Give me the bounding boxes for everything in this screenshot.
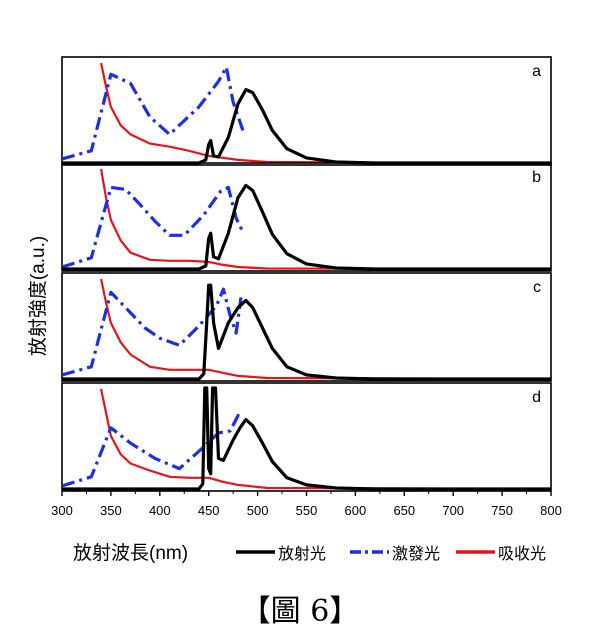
excitation-series-line xyxy=(62,187,242,267)
figure-caption: 【圖 6】 xyxy=(0,586,600,630)
x-tick-label: 550 xyxy=(296,503,318,518)
panel-c: c xyxy=(62,273,551,381)
x-tick-label: 400 xyxy=(149,503,171,518)
panel-label: d xyxy=(532,389,541,406)
x-tick-label: 800 xyxy=(540,503,562,518)
chart-svg: a b c d 300 350 400 450 500 550 600 650 700 750 800 放… xyxy=(0,0,600,640)
x-axis-label: 放射波長(nm) xyxy=(73,542,188,564)
absorption-series-line xyxy=(101,63,551,163)
panels-layer: a b c d xyxy=(62,57,551,491)
x-tick-label: 700 xyxy=(442,503,464,518)
x-axis: 300 350 400 450 500 550 600 650 700 750 800 xyxy=(51,491,562,518)
chart-figure: a b c d 300 350 400 450 500 550 600 650 700 750 800 放… xyxy=(0,0,600,640)
y-axis-label: 放射強度(a.u.) xyxy=(27,236,49,356)
panel-d: d xyxy=(62,383,551,491)
excitation-series-line xyxy=(62,416,242,486)
emission-series-line xyxy=(62,388,551,489)
emission-series-line xyxy=(62,285,551,379)
panel-label: c xyxy=(533,279,541,296)
emission-series-line xyxy=(62,90,551,163)
x-tick-label: 350 xyxy=(100,503,122,518)
x-tick-label: 650 xyxy=(393,503,415,518)
panel-frame xyxy=(62,273,551,381)
panel-label: a xyxy=(532,63,541,80)
panel-label: b xyxy=(532,169,541,186)
x-tick-label: 300 xyxy=(51,503,73,518)
absorption-series-line xyxy=(101,389,551,489)
absorption-series-line xyxy=(101,169,551,269)
legend: 放射波長(nm) 放射光 激發光 吸收光 xyxy=(73,542,546,564)
excitation-series-line xyxy=(62,67,243,159)
panel-frame xyxy=(62,57,551,165)
x-tick-label: 750 xyxy=(491,503,513,518)
legend-excitation-label: 激發光 xyxy=(392,545,440,563)
x-tick-label: 500 xyxy=(247,503,269,518)
panel-a: a xyxy=(62,57,551,165)
legend-emission-label: 放射光 xyxy=(278,545,326,563)
x-tick-label: 600 xyxy=(345,503,367,518)
panel-b: b xyxy=(62,163,551,271)
absorption-series-line xyxy=(101,279,551,379)
x-tick-label: 450 xyxy=(198,503,220,518)
legend-absorption-label: 吸收光 xyxy=(498,545,546,563)
panel-frame xyxy=(62,383,551,491)
